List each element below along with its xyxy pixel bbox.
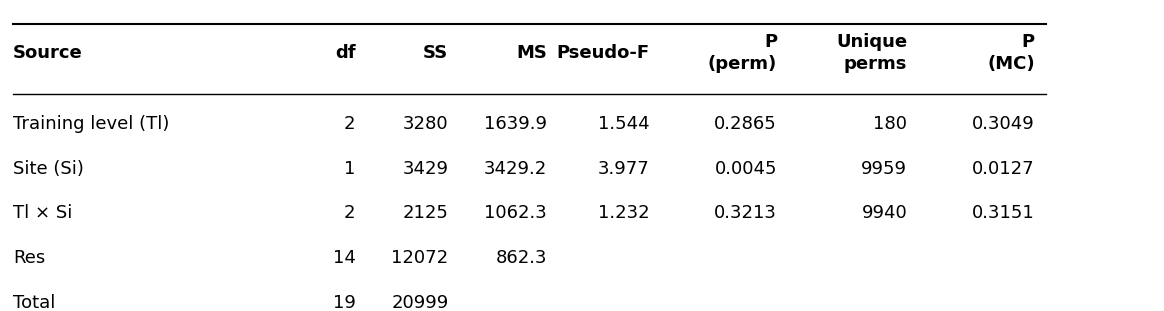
Text: 3.977: 3.977 xyxy=(597,160,650,178)
Text: 862.3: 862.3 xyxy=(496,249,547,267)
Text: 2: 2 xyxy=(345,115,355,133)
Text: 14: 14 xyxy=(333,249,355,267)
Text: 19: 19 xyxy=(333,294,355,311)
Text: 3280: 3280 xyxy=(403,115,448,133)
Text: Training level (Tl): Training level (Tl) xyxy=(13,115,170,133)
Text: P
(perm): P (perm) xyxy=(708,33,778,73)
Text: Site (Si): Site (Si) xyxy=(13,160,84,178)
Text: 1062.3: 1062.3 xyxy=(484,204,547,222)
Text: 0.3151: 0.3151 xyxy=(972,204,1035,222)
Text: Pseudo-F: Pseudo-F xyxy=(556,44,650,62)
Text: 0.3213: 0.3213 xyxy=(715,204,778,222)
Text: MS: MS xyxy=(517,44,547,62)
Text: 3429.2: 3429.2 xyxy=(484,160,547,178)
Text: 0.0127: 0.0127 xyxy=(972,160,1035,178)
Text: 9940: 9940 xyxy=(861,204,907,222)
Text: 12072: 12072 xyxy=(391,249,448,267)
Text: Unique
perms: Unique perms xyxy=(836,33,907,73)
Text: 1: 1 xyxy=(345,160,355,178)
Text: 3429: 3429 xyxy=(403,160,448,178)
Text: 20999: 20999 xyxy=(391,294,448,311)
Text: 0.2865: 0.2865 xyxy=(715,115,778,133)
Text: Source: Source xyxy=(13,44,83,62)
Text: 2: 2 xyxy=(345,204,355,222)
Text: 1.544: 1.544 xyxy=(598,115,650,133)
Text: SS: SS xyxy=(424,44,448,62)
Text: 1639.9: 1639.9 xyxy=(484,115,547,133)
Text: df: df xyxy=(335,44,355,62)
Text: Res: Res xyxy=(13,249,45,267)
Text: 0.0045: 0.0045 xyxy=(715,160,778,178)
Text: P
(MC): P (MC) xyxy=(987,33,1035,73)
Text: Tl × Si: Tl × Si xyxy=(13,204,72,222)
Text: 1.232: 1.232 xyxy=(598,204,650,222)
Text: 0.3049: 0.3049 xyxy=(972,115,1035,133)
Text: 9959: 9959 xyxy=(861,160,907,178)
Text: 180: 180 xyxy=(873,115,907,133)
Text: 2125: 2125 xyxy=(403,204,448,222)
Text: Total: Total xyxy=(13,294,56,311)
